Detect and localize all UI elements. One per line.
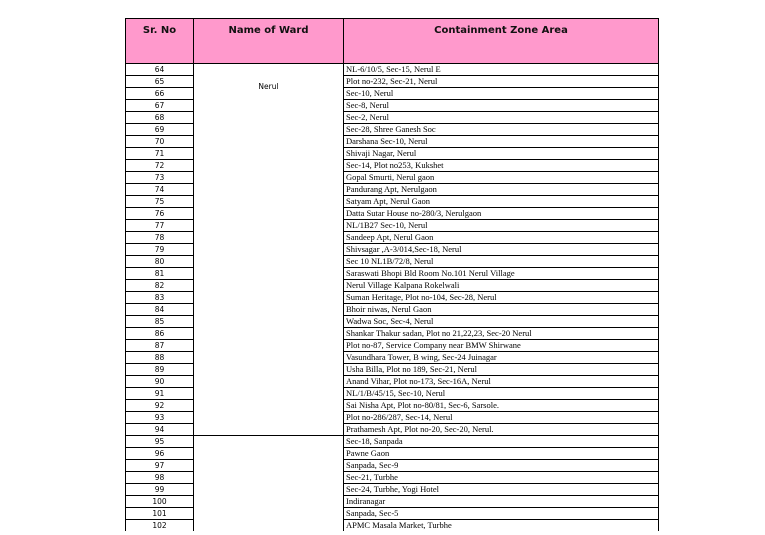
zone-area-cell: Sec-24, Turbhe, Yogi Hotel: [343, 483, 659, 496]
zone-area-cell: Sai Nisha Apt, Plot no-80/81, Sec-6, Sar…: [343, 399, 659, 412]
zone-area-cell: Sec-10, Nerul: [343, 87, 659, 100]
zone-area-cell: Pandurang Apt, Nerulgaon: [343, 183, 659, 196]
sr-no-cell: 68: [125, 111, 194, 124]
sr-no-cell: 87: [125, 339, 194, 352]
zone-area-cell: Shankar Thakur sadan, Plot no 21,22,23, …: [343, 327, 659, 340]
sr-no-cell: 73: [125, 171, 194, 184]
zone-area-cell: Sec-28, Shree Ganesh Soc: [343, 123, 659, 136]
table-row: 95 Sec-18, Sanpada: [125, 435, 659, 531]
sr-no-cell: 99: [125, 483, 194, 496]
zone-area-cell: Sanpada, Sec-5: [343, 507, 659, 520]
zone-area-cell: Sec-8, Nerul: [343, 99, 659, 112]
sr-no-cell: 100: [125, 495, 194, 508]
table-row: 102 APMC Masala Market, Turbhe: [125, 519, 659, 531]
zone-area-cell: Plot no-286/287, Sec-14, Nerul: [343, 411, 659, 424]
sr-no-cell: 83: [125, 291, 194, 304]
table-row: 96 Pawne Gaon: [125, 447, 659, 460]
sr-no-cell: 78: [125, 231, 194, 244]
sr-no-cell: 91: [125, 387, 194, 400]
sr-no-cell: 85: [125, 315, 194, 328]
sr-no-cell: 102: [125, 519, 194, 531]
zone-area-cell: Plot no-87, Service Company near BMW Shi…: [343, 339, 659, 352]
zone-area-cell: Usha Billa, Plot no 189, Sec-21, Nerul: [343, 363, 659, 376]
sr-no-cell: 101: [125, 507, 194, 520]
sr-no-cell: 86: [125, 327, 194, 340]
ward-name-cell: Nerul: [193, 63, 344, 436]
sr-no-cell: 77: [125, 219, 194, 232]
sr-no-cell: 82: [125, 279, 194, 292]
zone-area-cell: Vasundhara Tower, B wing, Sec-24 Juinaga…: [343, 351, 659, 364]
sr-no-cell: 97: [125, 459, 194, 472]
table-row: 89 Usha Billa, Plot no 189, Sec-21, Nerul: [125, 363, 659, 376]
zone-area-cell: Sec 10 NL1B/72/8, Nerul: [343, 255, 659, 268]
table-row: 75 Satyam Apt, Nerul Gaon: [125, 195, 659, 208]
sr-no-cell: 67: [125, 99, 194, 112]
zone-area-cell: Shivsagar ,A-3/014,Sec-18, Nerul: [343, 243, 659, 256]
sr-no-cell: 72: [125, 159, 194, 172]
sr-no-cell: 64: [125, 63, 194, 76]
sr-no-cell: 76: [125, 207, 194, 220]
sr-no-cell: 79: [125, 243, 194, 256]
zone-area-cell: NL/1/B/45/15, Sec-10, Nerul: [343, 387, 659, 400]
sr-no-cell: 94: [125, 423, 194, 436]
zone-area-cell: NL-6/10/5, Sec-15, Nerul E: [343, 63, 659, 76]
zone-area-cell: Datta Sutar House no-280/3, Nerulgaon: [343, 207, 659, 220]
zone-area-cell: Sec-2, Nerul: [343, 111, 659, 124]
table-row: 98 Sec-21, Turbhe: [125, 471, 659, 484]
sr-no-cell: 70: [125, 135, 194, 148]
table-row: 72 Sec-14, Plot no253, Kukshet: [125, 159, 659, 172]
table-row: 99 Sec-24, Turbhe, Yogi Hotel: [125, 483, 659, 496]
sr-no-cell: 65: [125, 75, 194, 88]
zone-area-cell: Prathamesh Apt, Plot no-20, Sec-20, Neru…: [343, 423, 659, 436]
zone-area-cell: Shivaji Nagar, Nerul: [343, 147, 659, 160]
sr-no-cell: 92: [125, 399, 194, 412]
zone-area-cell: Anand Vihar, Plot no-173, Sec-16A, Nerul: [343, 375, 659, 388]
zone-area-cell: Darshana Sec-10, Nerul: [343, 135, 659, 148]
sr-no-cell: 74: [125, 183, 194, 196]
table-header-row: Sr. No Name of Ward Containment Zone Are…: [125, 18, 659, 64]
table-row: 97 Sanpada, Sec-9: [125, 459, 659, 472]
header-ward-name: Name of Ward: [193, 18, 344, 64]
zone-area-cell: Plot no-232, Sec-21, Nerul: [343, 75, 659, 88]
zone-area-cell: Pawne Gaon: [343, 447, 659, 460]
zone-area-cell: Suman Heritage, Plot no-104, Sec-28, Ner…: [343, 291, 659, 304]
sr-no-cell: 93: [125, 411, 194, 424]
containment-zone-table: Sr. No Name of Ward Containment Zone Are…: [125, 18, 659, 531]
sr-no-cell: 69: [125, 123, 194, 136]
sr-no-cell: 84: [125, 303, 194, 316]
zone-area-cell: Sanpada, Sec-9: [343, 459, 659, 472]
zone-area-cell: Bhoir niwas, Nerul Gaon: [343, 303, 659, 316]
zone-area-cell: Sec-14, Plot no253, Kukshet: [343, 159, 659, 172]
zone-area-cell: APMC Masala Market, Turbhe: [343, 519, 659, 531]
zone-area-cell: NL/1B27 Sec-10, Nerul: [343, 219, 659, 232]
sr-no-cell: 90: [125, 375, 194, 388]
table-row: 76 Datta Sutar House no-280/3, Nerulgaon: [125, 207, 659, 220]
table-row: 101 Sanpada, Sec-5: [125, 507, 659, 520]
sr-no-cell: 96: [125, 447, 194, 460]
zone-area-cell: Gopal Smurti, Nerul gaon: [343, 171, 659, 184]
sr-no-cell: 71: [125, 147, 194, 160]
sr-no-cell: 75: [125, 195, 194, 208]
table-row: 100 Indiranagar: [125, 495, 659, 508]
sr-no-cell: 95: [125, 435, 194, 448]
zone-area-cell: Sec-18, Sanpada: [343, 435, 659, 448]
zone-area-cell: Nerul Village Kalpana Rokelwali: [343, 279, 659, 292]
sr-no-cell: 98: [125, 471, 194, 484]
sr-no-cell: 66: [125, 87, 194, 100]
zone-area-cell: Wadwa Soc, Sec-4, Nerul: [343, 315, 659, 328]
sr-no-cell: 81: [125, 267, 194, 280]
table-row: 64 Nerul NL-6/10/5, Sec-15, Nerul E: [125, 63, 659, 436]
sr-no-cell: 88: [125, 351, 194, 364]
header-zone-area: Containment Zone Area: [343, 18, 659, 64]
sr-no-cell: 89: [125, 363, 194, 376]
header-sr-no: Sr. No: [125, 18, 194, 64]
table-row: 66 Sec-10, Nerul: [125, 87, 659, 100]
ward-name-cell: [193, 435, 344, 531]
zone-area-cell: Saraswati Bhopi Bld Room No.101 Nerul Vi…: [343, 267, 659, 280]
zone-area-cell: Sec-21, Turbhe: [343, 471, 659, 484]
zone-area-cell: Indiranagar: [343, 495, 659, 508]
zone-area-cell: Sandeep Apt, Nerul Gaon: [343, 231, 659, 244]
sr-no-cell: 80: [125, 255, 194, 268]
zone-area-cell: Satyam Apt, Nerul Gaon: [343, 195, 659, 208]
